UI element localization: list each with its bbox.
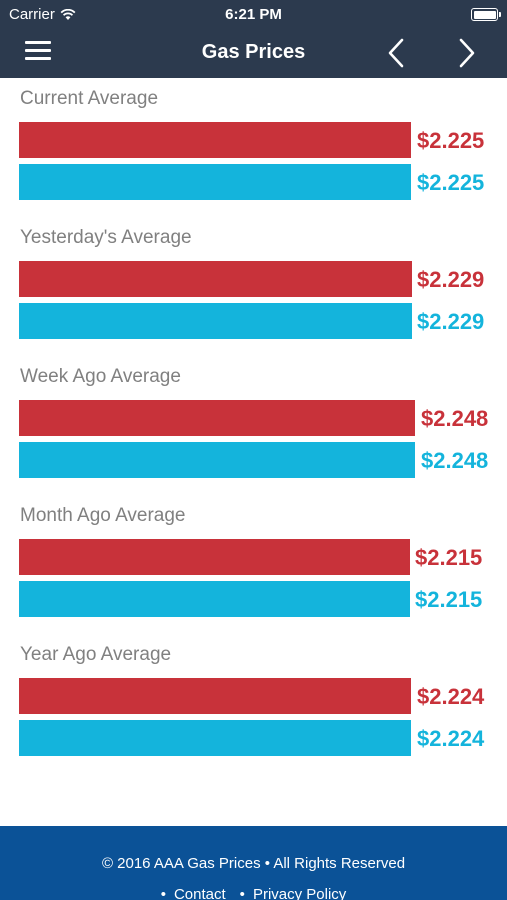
nav-bar: Gas Prices (0, 30, 507, 78)
section-label: Week Ago Average (20, 366, 181, 387)
regular-price-value: $2.225 (417, 128, 485, 153)
status-bar: Carrier 6:21 PM (0, 0, 507, 30)
section-label: Month Ago Average (20, 505, 186, 526)
regular-price-bar (19, 122, 411, 158)
regular-price-value: $2.248 (421, 406, 489, 431)
regular-price-bar (19, 678, 411, 714)
battery-icon (471, 8, 501, 21)
chevron-right-icon[interactable] (452, 36, 480, 70)
section-label: Current Average (20, 88, 159, 109)
diesel-price-bar (19, 303, 412, 339)
regular-price-bar (19, 261, 412, 297)
regular-price-value: $2.215 (415, 545, 483, 570)
section-current-average: Current Average $2.225 $2.225 (0, 78, 507, 218)
page-title: Gas Prices (201, 41, 306, 63)
clock: 6:21 PM (225, 6, 282, 23)
regular-price-value: $2.224 (417, 684, 485, 709)
section-label: Yesterday's Average (20, 227, 192, 248)
privacy-policy-link[interactable]: • Privacy Policy (239, 886, 347, 900)
contact-link[interactable]: • Contact (160, 886, 226, 900)
carrier-label: Carrier (9, 6, 55, 23)
hamburger-menu-icon[interactable] (25, 41, 51, 63)
diesel-price-value: $2.224 (417, 726, 485, 751)
regular-price-value: $2.229 (417, 267, 485, 292)
section-year-ago-average: Year Ago Average $2.224 $2.224 (0, 634, 507, 774)
diesel-price-value: $2.215 (415, 587, 483, 612)
section-month-ago-average: Month Ago Average $2.215 $2.215 (0, 495, 507, 635)
section-week-ago-average: Week Ago Average $2.248 $2.248 (0, 356, 507, 496)
footer-links: • Contact • Privacy Policy (0, 886, 507, 900)
diesel-price-bar (19, 164, 411, 200)
regular-price-bar (19, 400, 415, 436)
carrier-indicator: Carrier (9, 6, 76, 23)
diesel-price-bar (19, 442, 415, 478)
wifi-icon (60, 8, 76, 20)
section-label: Year Ago Average (20, 644, 172, 665)
section-yesterday-average: Yesterday's Average $2.229 $2.229 (0, 217, 507, 357)
diesel-price-bar (19, 581, 410, 617)
copyright-text: © 2016 AAA Gas Prices • All Rights Reser… (101, 855, 406, 872)
regular-price-bar (19, 539, 410, 575)
diesel-price-bar (19, 720, 411, 756)
chevron-left-icon[interactable] (383, 36, 411, 70)
diesel-price-value: $2.229 (417, 309, 485, 334)
diesel-price-value: $2.225 (417, 170, 485, 195)
footer: © 2016 AAA Gas Prices • All Rights Reser… (0, 826, 507, 900)
diesel-price-value: $2.248 (421, 448, 489, 473)
